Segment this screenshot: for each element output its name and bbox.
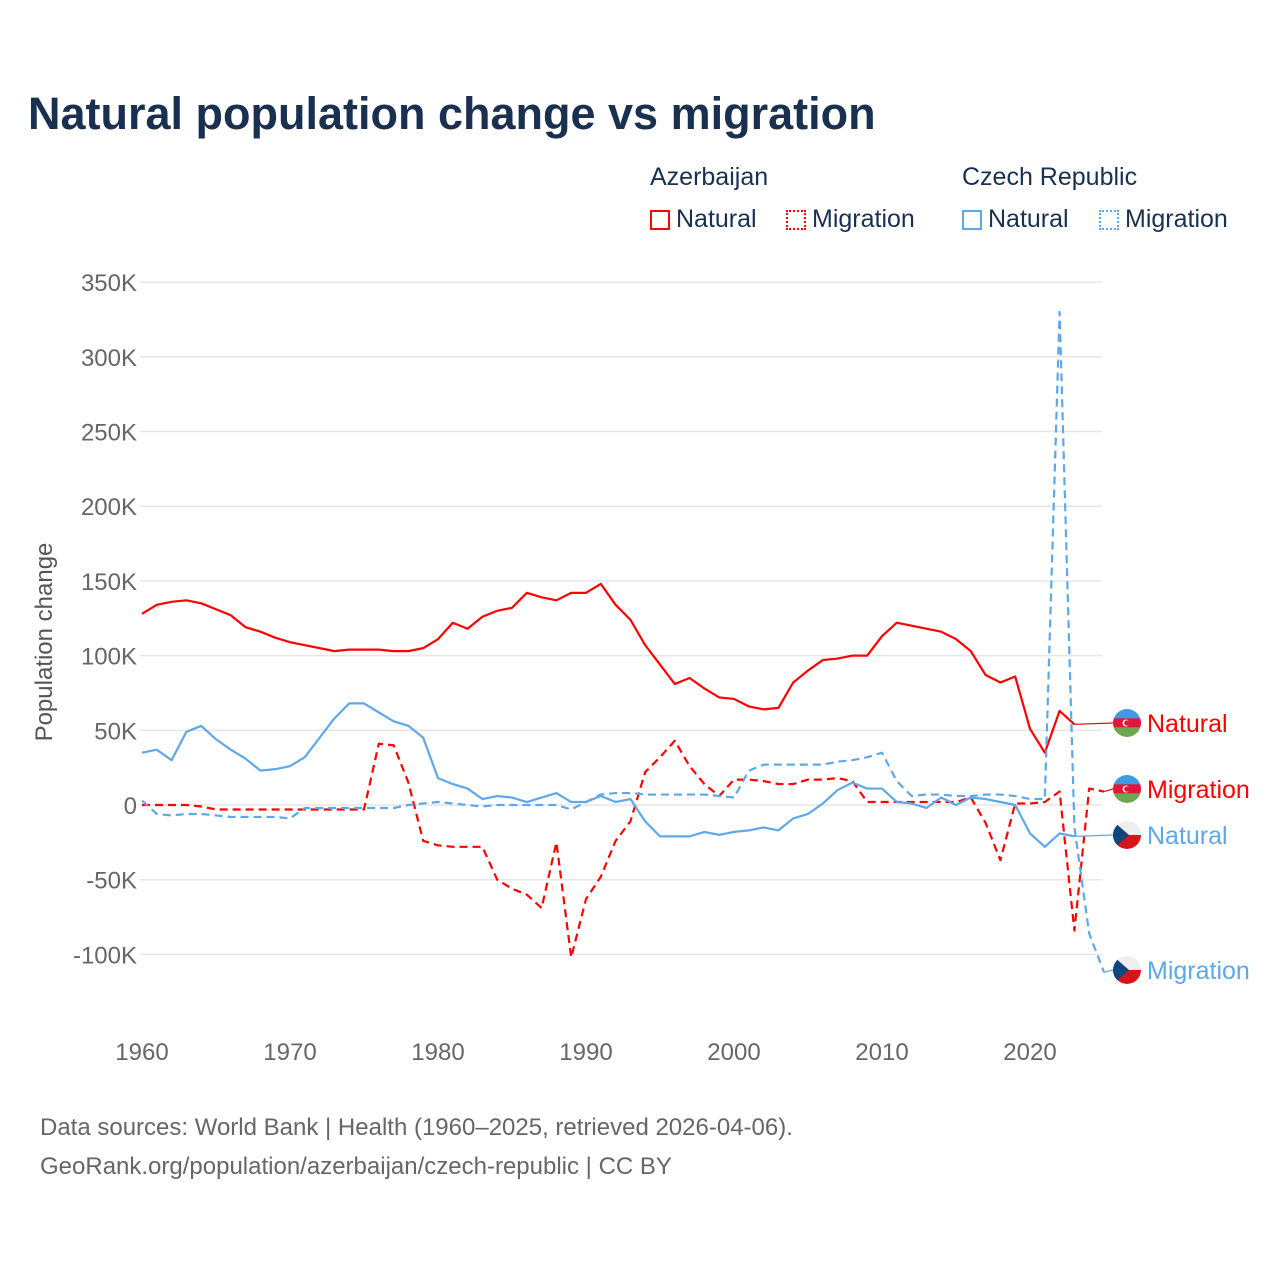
x-tick-label: 1960	[115, 1039, 168, 1066]
end-label: Migration	[1147, 776, 1250, 804]
x-tick-label: 2010	[855, 1039, 908, 1066]
legend-item-cz-migration[interactable]: Migration	[1099, 205, 1228, 234]
source-link[interactable]: GeoRank.org/population/azerbaijan/czech-…	[40, 1153, 672, 1180]
y-tick-label: 200K	[81, 494, 137, 521]
legend-label: Natural	[676, 205, 757, 233]
dotted-swatch-icon	[1099, 209, 1119, 230]
y-tick-label: -100K	[73, 942, 137, 969]
x-tick-label: 1980	[411, 1039, 464, 1066]
series-line-azerbaijan-migration	[142, 739, 1105, 959]
dotted-swatch-icon	[786, 209, 806, 230]
end-label: Natural	[1147, 710, 1228, 738]
solid-swatch-icon	[650, 209, 670, 230]
legend-item-az-migration[interactable]: Migration	[786, 205, 915, 234]
azerbaijan-flag-icon	[1113, 775, 1141, 803]
source-note: Data sources: World Bank | Health (1960–…	[40, 1108, 793, 1186]
label-connector	[1074, 722, 1114, 725]
legend-item-cz-natural[interactable]: Natural	[962, 205, 1069, 234]
czech-flag-icon	[1113, 956, 1141, 984]
azerbaijan-flag-icon	[1113, 709, 1141, 737]
legend-item-az-natural[interactable]: Natural	[650, 205, 757, 234]
x-tick-label: 2020	[1003, 1039, 1056, 1066]
label-connector	[1074, 834, 1114, 837]
legend-label: Natural	[988, 205, 1069, 233]
series-line-czech-republic-migration	[141, 310, 1106, 973]
legend-group-czech-republic: Czech Republic	[962, 163, 1138, 191]
x-tick-label: 1970	[263, 1039, 316, 1066]
end-label: Natural	[1147, 822, 1228, 850]
legend-group-azerbaijan: Azerbaijan	[650, 163, 769, 191]
czech-flag-icon	[1113, 821, 1141, 849]
x-tick-label: 2000	[707, 1039, 760, 1066]
label-connector	[1103, 788, 1114, 793]
series-line-czech-republic-natural	[141, 702, 1075, 848]
y-tick-label: -50K	[86, 868, 137, 895]
solid-swatch-icon	[962, 209, 982, 230]
source-line: Data sources: World Bank | Health (1960–…	[40, 1114, 793, 1141]
y-axis-label: Population change	[31, 543, 58, 742]
y-tick-label: 50K	[94, 718, 137, 745]
y-tick-label: 0	[124, 793, 137, 820]
y-tick-label: 300K	[81, 345, 137, 372]
end-label: Migration	[1147, 957, 1250, 985]
y-tick-label: 100K	[81, 644, 137, 671]
chart-title: Natural population change vs migration	[28, 88, 876, 139]
series-line-azerbaijan-natural	[141, 582, 1076, 754]
x-tick-label: 1990	[559, 1039, 612, 1066]
legend-label: Migration	[812, 205, 915, 233]
y-tick-label: 350K	[81, 270, 137, 297]
y-tick-label: 250K	[81, 420, 137, 447]
y-tick-label: 150K	[81, 569, 137, 596]
legend-label: Migration	[1125, 205, 1228, 233]
label-connector	[1103, 969, 1114, 973]
